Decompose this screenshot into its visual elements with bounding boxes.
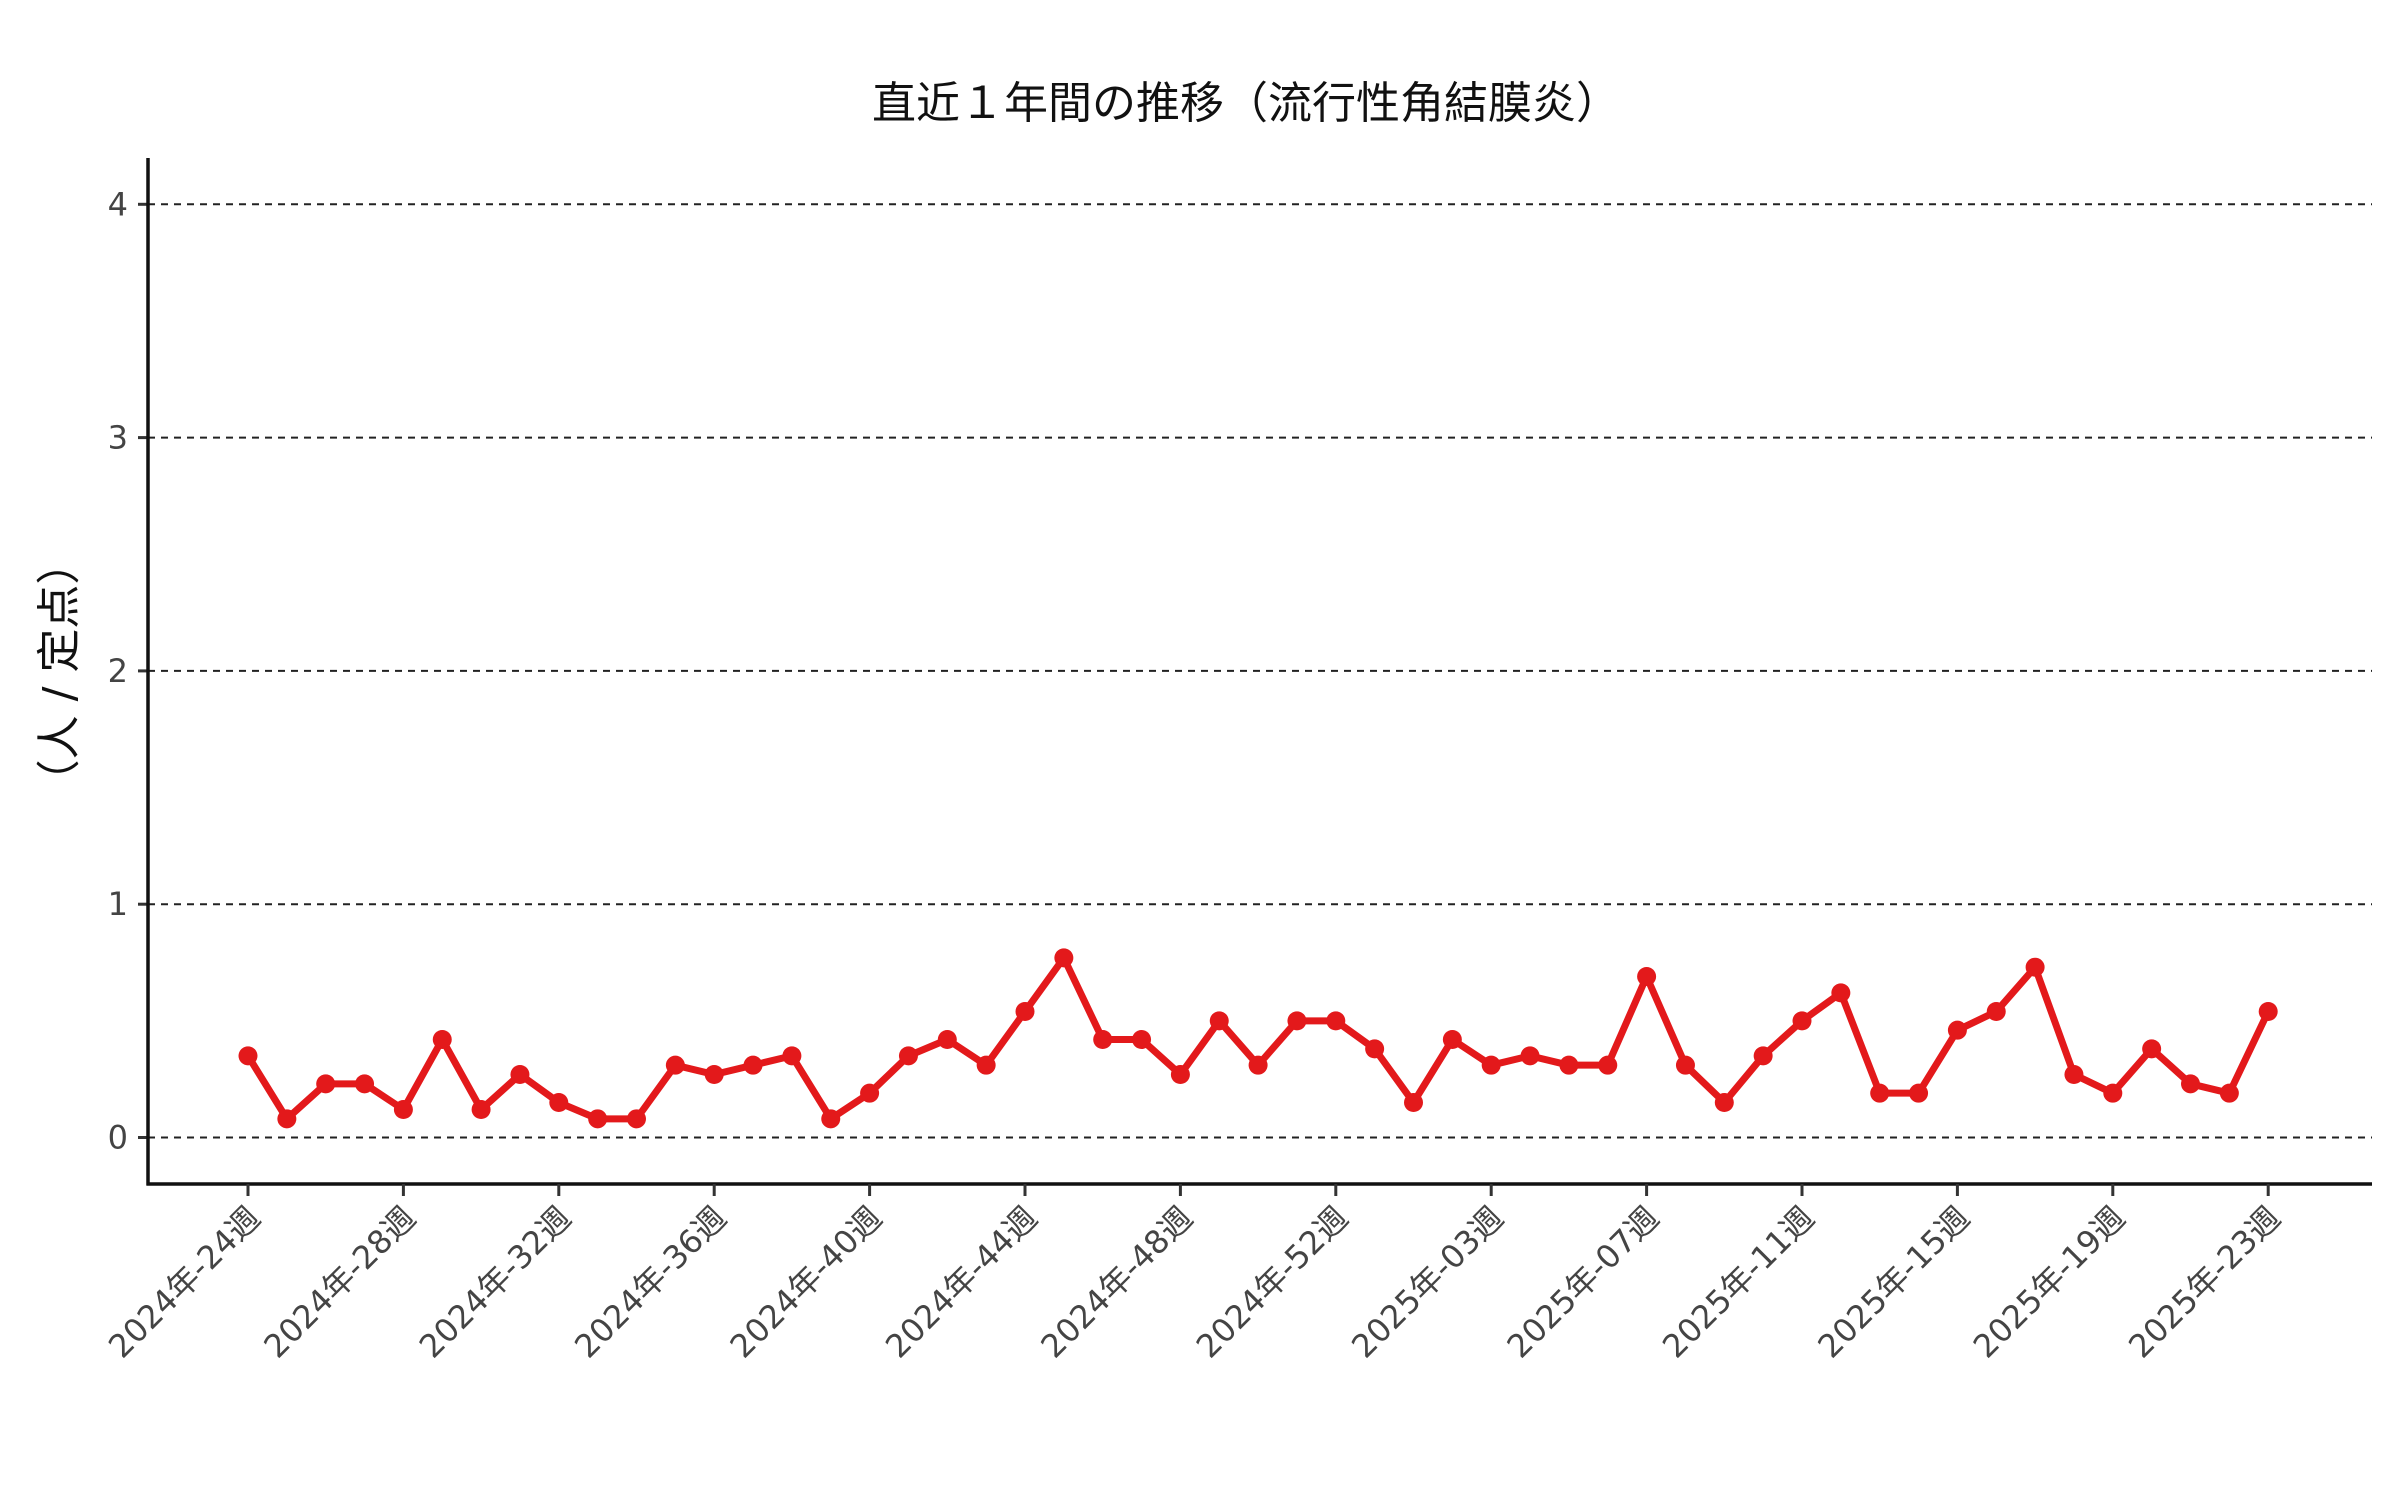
data-point [316,1074,336,1094]
data-point [898,1046,918,1066]
data-point [432,1030,452,1050]
x-tick-label: 2025年-19週 [1966,1199,2133,1366]
y-tick-label: 3 [108,419,128,457]
data-point [277,1109,297,1129]
y-tick-label: 2 [108,652,128,690]
x-tick-label: 2024年-44週 [878,1199,1045,1366]
data-point [1753,1046,1773,1066]
data-point [393,1100,413,1120]
data-point [821,1109,841,1129]
x-tick-label: 2025年-23週 [2121,1199,2288,1366]
data-point [1481,1055,1501,1075]
data-point [1947,1020,1967,1040]
x-tick-label: 2024年-40週 [723,1199,890,1366]
data-point [2103,1083,2123,1103]
data-point [549,1093,569,1113]
data-point [1093,1030,1113,1050]
y-tick-label: 0 [108,1119,128,1157]
data-point [1831,983,1851,1003]
y-tick-labels: 0 1 2 3 4 [108,185,128,1156]
axes [138,158,2372,1196]
data-point [2025,957,2045,977]
data-point [1287,1011,1307,1031]
data-point [1248,1055,1268,1075]
data-point [1365,1039,1385,1059]
x-tick-label: 2024年-32週 [412,1199,579,1366]
data-point [471,1100,491,1120]
data-point [1792,1011,1812,1031]
x-tick-label: 2024年-36週 [567,1199,734,1366]
data-point [1404,1093,1423,1113]
data-point [1598,1055,1618,1075]
grid-lines [148,203,2372,1139]
data-point [704,1065,724,1085]
data-point [1209,1011,1229,1031]
data-point [1559,1055,1579,1075]
x-tick-labels: 2024年-24週2024年-28週2024年-32週2024年-36週2024… [101,1199,2288,1366]
data-point [1054,948,1074,968]
series-line-0 [244,954,2272,1123]
series [238,948,2278,1129]
data-point [238,1046,258,1066]
data-point [1986,1002,2006,1022]
data-point [976,1055,996,1075]
data-point [1909,1083,1929,1103]
data-point [2064,1065,2084,1085]
x-tick-label: 2025年-15週 [1810,1199,1977,1366]
y-tick-label: 4 [108,185,128,223]
data-point [1015,1002,1035,1022]
data-point [1714,1093,1734,1113]
data-point [1675,1055,1695,1075]
data-point [2181,1074,2200,1094]
data-point [1442,1030,1462,1050]
data-point [355,1074,375,1094]
data-point [1170,1065,1190,1085]
data-point [1637,967,1657,987]
data-point [1132,1030,1152,1050]
data-point [627,1109,646,1129]
y-tick-label: 1 [108,885,128,923]
x-tick-label: 2024年-28週 [256,1199,423,1366]
data-point [665,1055,685,1075]
x-tick-label: 2025年-03週 [1344,1199,1511,1366]
data-point [782,1046,802,1066]
data-point [2219,1083,2239,1103]
data-point [1870,1083,1890,1103]
data-point [588,1109,608,1129]
data-point [743,1055,763,1075]
data-point [2142,1039,2162,1059]
x-tick-label: 2025年-07週 [1500,1199,1667,1366]
chart-title: 直近１年間の推移（流行性角結膜炎） [872,78,1620,129]
x-tick-label: 2024年-52週 [1189,1199,1356,1366]
data-point [860,1083,880,1103]
data-point [1520,1046,1540,1066]
data-point [937,1030,957,1050]
y-axis-label: （人 / 定点） [34,541,85,804]
data-point [510,1065,530,1085]
x-tick-label: 2024年-24週 [101,1199,268,1366]
x-tick-label: 2025年-11週 [1655,1199,1822,1366]
x-tick-label: 2024年-48週 [1033,1199,1200,1366]
data-point [2258,1002,2278,1022]
data-point [1326,1011,1346,1031]
